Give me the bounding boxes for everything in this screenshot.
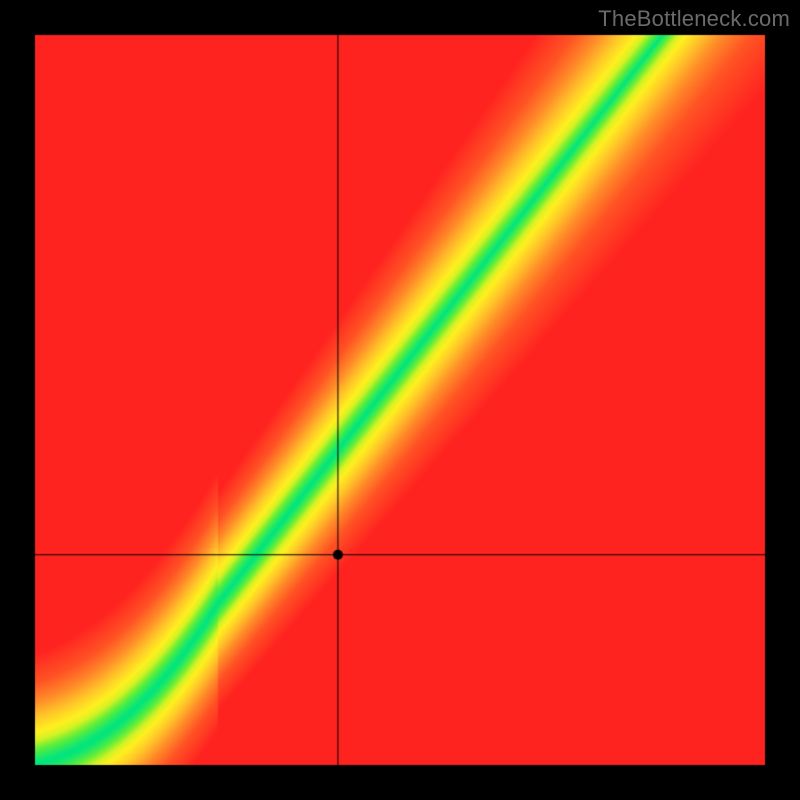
watermark-text: TheBottleneck.com	[598, 6, 790, 32]
chart-container: TheBottleneck.com	[0, 0, 800, 800]
heatmap-canvas	[0, 0, 800, 800]
